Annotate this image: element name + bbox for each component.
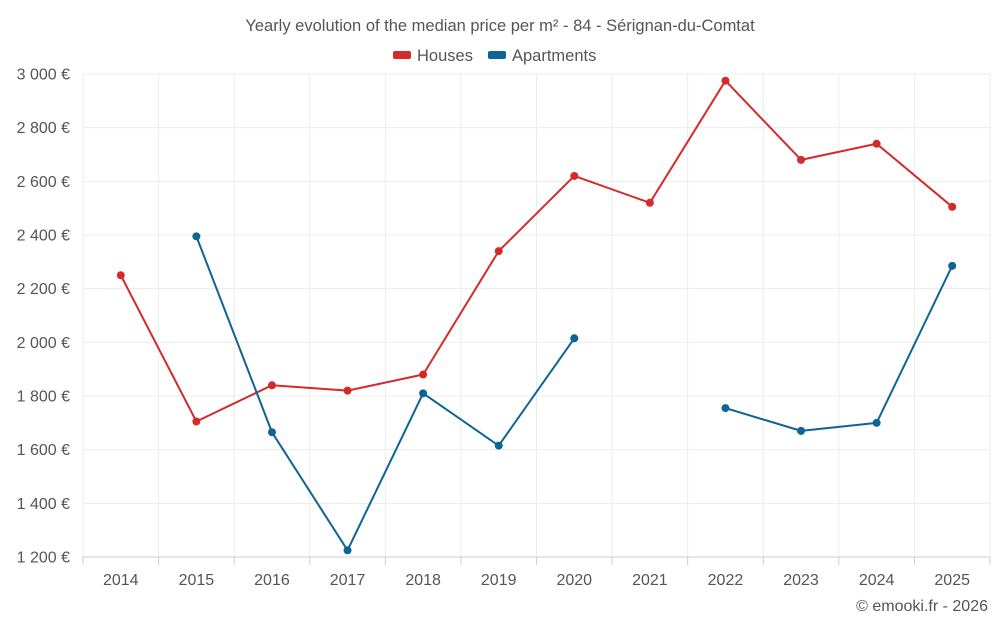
series-houses: [116, 76, 957, 426]
data-point-houses[interactable]: [192, 417, 201, 426]
data-point-houses[interactable]: [948, 202, 957, 211]
x-tick-label: 2015: [179, 572, 215, 589]
legend-label-apartments: Apartments: [512, 47, 596, 65]
legend-item-apartments[interactable]: Apartments: [488, 47, 596, 65]
data-point-apartments[interactable]: [948, 261, 957, 270]
data-point-apartments[interactable]: [797, 426, 806, 435]
y-tick-label: 2 400 €: [17, 228, 70, 245]
data-point-houses[interactable]: [570, 171, 579, 180]
data-point-houses[interactable]: [721, 76, 730, 85]
data-point-apartments[interactable]: [267, 428, 276, 437]
x-tick-label: 2024: [859, 572, 895, 589]
data-point-apartments[interactable]: [570, 334, 579, 343]
series-layer: [116, 76, 957, 555]
data-point-houses[interactable]: [494, 247, 503, 256]
x-tick-label: 2022: [708, 572, 744, 589]
x-tick-label: 2018: [405, 572, 441, 589]
y-tick-label: 1 800 €: [17, 389, 70, 406]
data-point-apartments[interactable]: [192, 232, 201, 241]
data-point-houses[interactable]: [797, 155, 806, 164]
data-point-houses[interactable]: [872, 139, 881, 148]
chart-title: Yearly evolution of the median price per…: [245, 17, 755, 35]
grid: [82, 73, 991, 557]
series-line-apartments: [725, 265, 954, 432]
data-point-apartments[interactable]: [721, 404, 730, 413]
data-point-houses[interactable]: [645, 198, 654, 207]
data-point-apartments[interactable]: [419, 389, 428, 398]
data-point-houses[interactable]: [343, 386, 352, 395]
data-point-houses[interactable]: [267, 381, 276, 390]
data-point-apartments[interactable]: [872, 418, 881, 427]
x-tick-label: 2023: [783, 572, 819, 589]
legend-swatch-apartments: [488, 51, 506, 59]
credit-text: © emooki.fr - 2026: [856, 598, 988, 615]
series-line-apartments: [195, 235, 576, 552]
legend-swatch-houses: [393, 51, 411, 59]
y-tick-label: 2 600 €: [17, 174, 70, 191]
data-point-houses[interactable]: [419, 370, 428, 379]
x-tick-label: 2017: [330, 572, 366, 589]
legend: Houses Apartments: [393, 47, 596, 65]
x-tick-label: 2016: [254, 572, 290, 589]
y-tick-label: 1 400 €: [17, 496, 70, 513]
legend-label-houses: Houses: [417, 47, 473, 65]
x-tick-label: 2025: [934, 572, 970, 589]
x-tick-label: 2020: [556, 572, 592, 589]
y-tick-label: 1 200 €: [17, 550, 70, 567]
x-tick-label: 2014: [103, 572, 139, 589]
y-tick-label: 2 200 €: [17, 281, 70, 298]
x-tick-label: 2021: [632, 572, 668, 589]
axes: 1 200 € 1 400 € 1 600 € 1 800 € 2 000 € 2 200…: [17, 67, 991, 589]
data-point-apartments[interactable]: [494, 441, 503, 450]
y-tick-label: 2 800 €: [17, 120, 70, 137]
data-point-houses[interactable]: [116, 271, 125, 280]
series-apartments: [192, 232, 957, 555]
y-tick-label: 2 000 €: [17, 335, 70, 352]
data-point-apartments[interactable]: [343, 546, 352, 555]
y-tick-label: 1 600 €: [17, 442, 70, 459]
x-tick-label: 2019: [481, 572, 517, 589]
legend-item-houses[interactable]: Houses: [393, 47, 473, 65]
series-line-houses: [119, 79, 953, 423]
y-tick-label: 3 000 €: [17, 67, 70, 84]
